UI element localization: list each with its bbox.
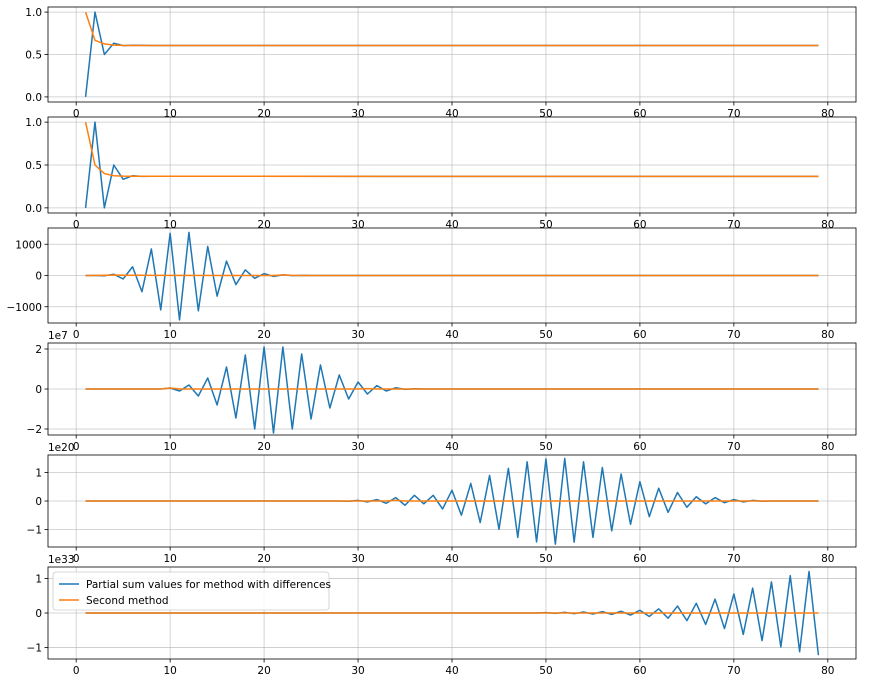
x-tick-label: 0	[73, 665, 80, 677]
legend-box	[52, 571, 330, 611]
x-tick-label: 70	[727, 553, 740, 565]
subplot-5: 0 10 20 30 40 50 60 70 80 −1 0 1 1e20	[27, 442, 857, 565]
y-tick-label: 1.0	[25, 7, 42, 19]
series-line-2	[85, 499, 819, 502]
y-tick-label: 0	[35, 271, 42, 283]
x-tick-label: 40	[445, 553, 458, 565]
x-tick-label: 10	[163, 665, 176, 677]
x-tick-label: 50	[539, 329, 552, 341]
y-offset-label: 1e20	[48, 442, 75, 454]
y-offset-label: 1e7	[48, 330, 68, 342]
x-tick-label: 80	[821, 441, 834, 453]
x-tick-label: 60	[633, 665, 646, 677]
series-line-2	[84, 121, 819, 178]
y-tick-label: 1000	[15, 239, 42, 251]
subplot-4: 0 10 20 30 40 50 60 70 80 −2 0 2 1e7	[27, 330, 857, 453]
x-tick-label: 60	[633, 329, 646, 341]
y-tick-label: 1	[35, 468, 42, 480]
series-line-1	[85, 457, 819, 545]
series-line-2	[85, 387, 819, 390]
y-offset-label: 1e33	[48, 554, 75, 566]
x-tick-label: 70	[727, 329, 740, 341]
x-tick-label: 30	[351, 329, 364, 341]
y-tick-label: 0	[35, 496, 42, 508]
x-tick-label: 70	[727, 665, 740, 677]
x-tick-label: 0	[73, 108, 80, 120]
x-tick-label: 60	[633, 553, 646, 565]
x-tick-label: 20	[257, 329, 270, 341]
x-tick-label: 20	[257, 665, 270, 677]
y-tick-label: 1	[35, 573, 42, 585]
x-tick-label: 0	[73, 329, 80, 341]
subplot-2: 0 10 20 30 40 50 60 70 800.00.51.0	[25, 116, 857, 231]
x-tick-label: 40	[445, 441, 458, 453]
y-tick-label: −1	[27, 524, 42, 536]
x-tick-label: 50	[539, 553, 552, 565]
x-tick-label: 40	[445, 329, 458, 341]
x-tick-label: 30	[351, 665, 364, 677]
y-tick-label: 1.0	[25, 117, 42, 129]
y-tick-label: 2	[35, 344, 42, 356]
y-tick-label: −1000	[6, 302, 42, 314]
x-tick-label: 10	[163, 553, 176, 565]
x-tick-label: 40	[445, 665, 458, 677]
legend-label: Second method	[86, 595, 169, 607]
y-tick-label: 0.0	[25, 203, 42, 215]
x-tick-label: 80	[821, 553, 834, 565]
legend-label: Partial sum values for method with diffe…	[86, 579, 331, 591]
subplot-3: 0 10 20 30 40 50 60 70 80 −1000 0 1000	[6, 227, 857, 341]
y-tick-label: 0.0	[25, 92, 42, 104]
series-line-2	[85, 274, 819, 277]
x-tick-label: 10	[163, 441, 176, 453]
y-tick-label: −2	[27, 424, 42, 436]
y-tick-label: −1	[27, 643, 42, 655]
x-tick-label: 0	[73, 219, 80, 231]
subplot-1: 0 10 20 30 40 50 60 70 800.00.51.0	[25, 6, 857, 120]
subplot-6: 0 10 20 30 40 50 60 70 80 −1 0 1 1e33 Partial sum val…	[27, 554, 857, 677]
series-line-1	[85, 346, 819, 434]
x-tick-label: 10	[163, 329, 176, 341]
y-tick-label: 0	[35, 608, 42, 620]
x-tick-label: 60	[633, 441, 646, 453]
x-tick-label: 30	[351, 441, 364, 453]
x-tick-label: 0	[73, 553, 80, 565]
x-tick-label: 80	[821, 665, 834, 677]
legend: Partial sum values for method with diffe…	[52, 571, 331, 611]
series-line-2	[84, 11, 819, 47]
x-tick-label: 20	[257, 553, 270, 565]
x-tick-label: 80	[821, 329, 834, 341]
y-tick-label: 0.5	[25, 50, 42, 62]
x-tick-label: 70	[727, 441, 740, 453]
y-tick-label: 0	[35, 384, 42, 396]
y-tick-label: 0.5	[25, 160, 42, 172]
x-tick-label: 0	[73, 441, 80, 453]
x-tick-label: 30	[351, 553, 364, 565]
x-tick-label: 50	[539, 665, 552, 677]
x-tick-label: 50	[539, 441, 552, 453]
x-tick-label: 20	[257, 441, 270, 453]
